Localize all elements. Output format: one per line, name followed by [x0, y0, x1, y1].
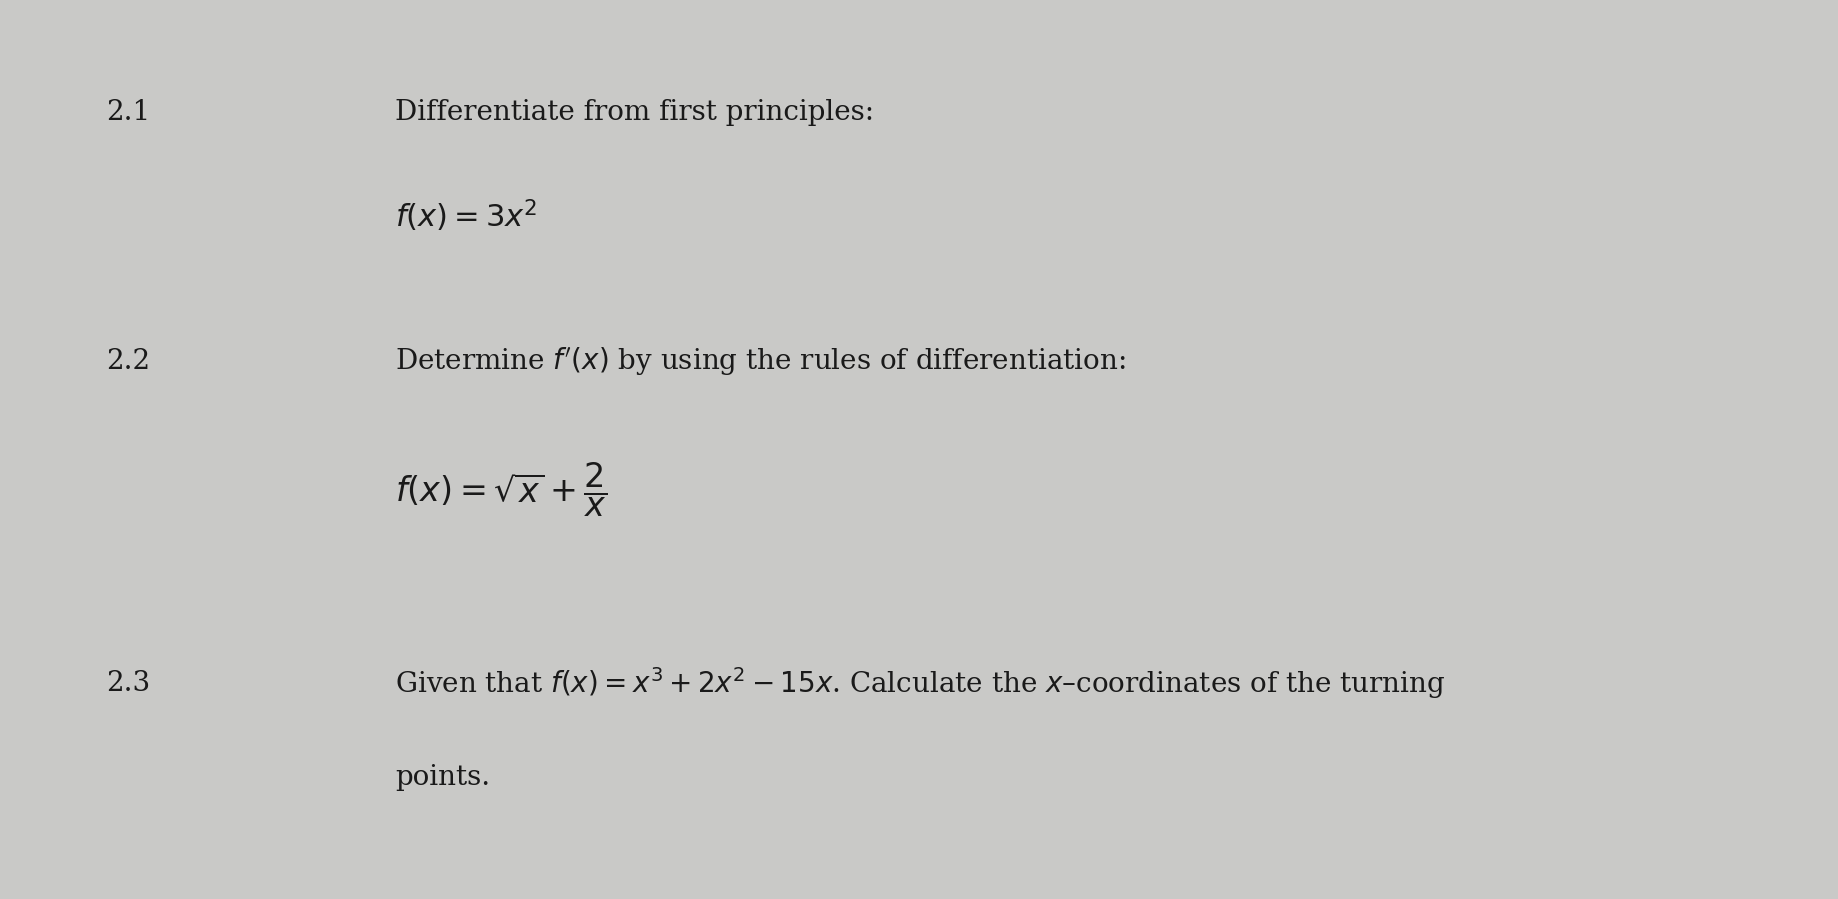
Text: $f(x)=\sqrt{x}+\dfrac{2}{x}$: $f(x)=\sqrt{x}+\dfrac{2}{x}$ — [395, 461, 607, 519]
Text: Differentiate from first principles:: Differentiate from first principles: — [395, 99, 875, 126]
Text: 2.1: 2.1 — [107, 99, 151, 126]
Text: Given that $f(x)=x^3+2x^2-15x$. Calculate the $x$–coordinates of the turning: Given that $f(x)=x^3+2x^2-15x$. Calculat… — [395, 665, 1447, 701]
Text: points.: points. — [395, 764, 491, 791]
Text: Determine $f'(x)$ by using the rules of differentiation:: Determine $f'(x)$ by using the rules of … — [395, 345, 1127, 378]
Text: 2.2: 2.2 — [107, 348, 151, 375]
Text: $f(x)=3x^2$: $f(x)=3x^2$ — [395, 198, 537, 234]
Text: 2.3: 2.3 — [107, 670, 151, 697]
